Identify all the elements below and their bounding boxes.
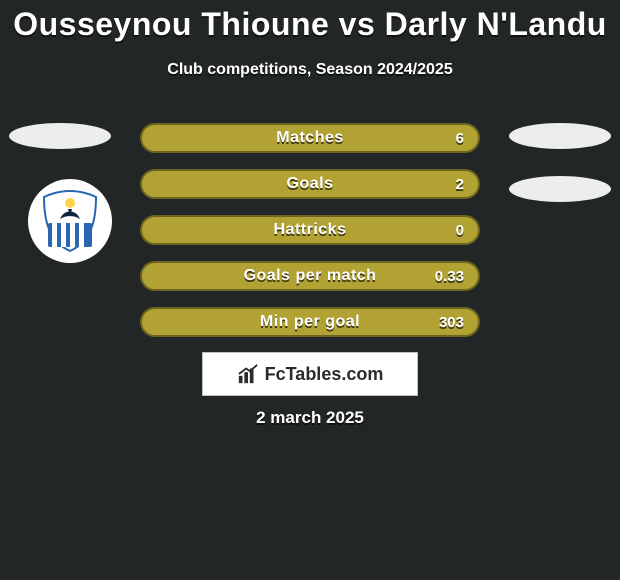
stat-label: Goals xyxy=(142,171,478,197)
stat-value: 6 xyxy=(456,125,464,151)
bar-chart-icon xyxy=(237,363,259,385)
snapshot-date: 2 march 2025 xyxy=(0,408,620,428)
fctables-logo-box: FcTables.com xyxy=(202,352,418,396)
stat-label: Matches xyxy=(142,125,478,151)
stat-bar: Min per goal303 xyxy=(140,307,480,337)
club-crest-icon xyxy=(38,189,102,253)
stat-bar: Matches6 xyxy=(140,123,480,153)
comparison-title: Ousseynou Thioune vs Darly N'Landu xyxy=(0,0,620,43)
stat-value: 303 xyxy=(439,309,464,335)
right-player-ellipse-2 xyxy=(509,176,611,202)
right-player-ellipse-1 xyxy=(509,123,611,149)
stat-label: Min per goal xyxy=(142,309,478,335)
left-player-ellipse xyxy=(9,123,111,149)
fctables-logo-text: FcTables.com xyxy=(265,364,384,385)
club-badge xyxy=(28,179,112,263)
stat-bar: Goals2 xyxy=(140,169,480,199)
stat-value: 2 xyxy=(456,171,464,197)
stat-value: 0.33 xyxy=(435,263,464,289)
stats-bars: Matches6Goals2Hattricks0Goals per match0… xyxy=(140,123,480,353)
stat-label: Hattricks xyxy=(142,217,478,243)
comparison-subtitle: Club competitions, Season 2024/2025 xyxy=(0,61,620,79)
stat-bar: Hattricks0 xyxy=(140,215,480,245)
stat-value: 0 xyxy=(456,217,464,243)
stat-bar: Goals per match0.33 xyxy=(140,261,480,291)
stat-label: Goals per match xyxy=(142,263,478,289)
